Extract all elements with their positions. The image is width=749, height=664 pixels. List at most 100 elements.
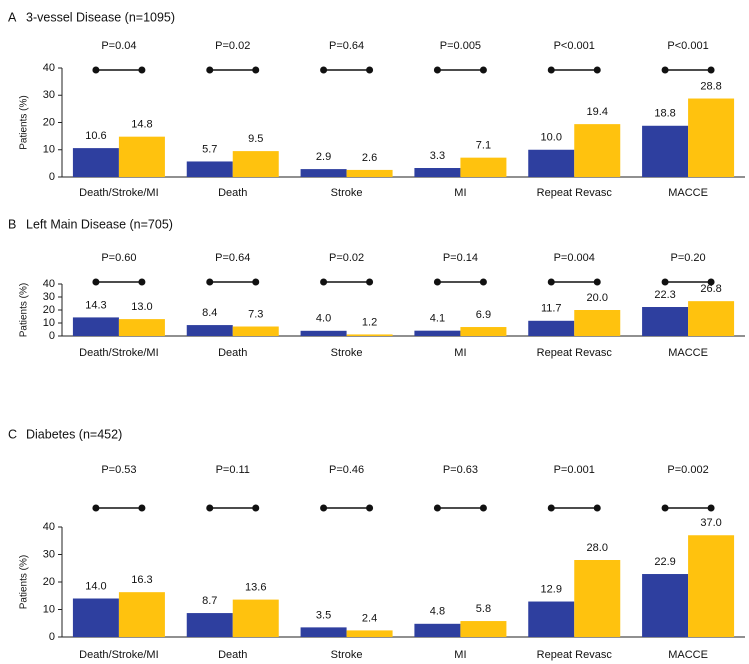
y-tick-label: 40: [43, 62, 55, 74]
x-tick-label: Stroke: [331, 347, 363, 359]
x-tick-label: Death: [218, 649, 247, 661]
dumbbell-end: [547, 504, 555, 512]
panel-title: 3-vessel Disease (n=1095): [26, 10, 175, 24]
dumbbell-end: [661, 278, 669, 286]
y-tick-label: 10: [43, 317, 55, 329]
bar: [414, 623, 461, 637]
bar: [72, 148, 119, 177]
value-label: 3.5: [316, 609, 331, 621]
dumbbell-end: [593, 504, 601, 512]
bar: [118, 592, 165, 637]
value-label: 16.3: [131, 574, 152, 586]
p-value: P=0.02: [329, 252, 364, 264]
x-tick-label: Repeat Revasc: [537, 649, 613, 661]
value-label: 4.1: [430, 313, 445, 325]
dumbbell-end: [138, 278, 146, 286]
bar: [414, 168, 461, 177]
y-axis-label: Patients (%): [19, 95, 30, 149]
dumbbell-end: [206, 504, 214, 512]
bar: [186, 613, 233, 637]
p-value: P=0.20: [670, 252, 705, 264]
value-label: 4.0: [316, 313, 331, 325]
p-value: P=0.64: [215, 252, 250, 264]
value-label: 13.0: [131, 301, 152, 313]
dumbbell-end: [593, 66, 601, 74]
dumbbell-end: [252, 278, 260, 286]
dumbbell-end: [320, 278, 328, 286]
y-tick-label: 10: [43, 144, 55, 156]
y-tick-label: 40: [43, 278, 55, 290]
y-tick-label: 0: [49, 631, 55, 643]
dumbbell-end: [479, 504, 487, 512]
x-tick-label: MI: [454, 649, 466, 661]
dumbbell-end: [707, 66, 715, 74]
bar: [460, 157, 507, 177]
bar: [460, 621, 507, 637]
bar: [688, 98, 735, 177]
value-label: 3.3: [430, 150, 445, 162]
bar: [414, 330, 461, 336]
bar: [574, 560, 621, 637]
value-label: 12.9: [541, 583, 562, 595]
value-label: 7.1: [476, 140, 491, 152]
dumbbell-end: [252, 504, 260, 512]
p-value: P=0.14: [443, 252, 478, 264]
bar: [186, 161, 233, 177]
bar: [528, 149, 575, 177]
bar: [528, 320, 575, 336]
bar: [232, 151, 279, 177]
bar: [574, 124, 621, 177]
panel: A 3-vessel Disease (n=1095) Patients (%) 0 1…: [8, 10, 745, 199]
dumbbell-end: [92, 278, 100, 286]
p-value: P=0.004: [554, 252, 595, 264]
dumbbell-end: [479, 278, 487, 286]
x-tick-label: Death/Stroke/MI: [79, 649, 158, 661]
y-tick-label: 20: [43, 576, 55, 588]
panel: C Diabetes (n=452) Patients (%) 0 10 20 30 40 De…: [8, 427, 745, 661]
bar: [118, 319, 165, 336]
value-label: 5.7: [202, 143, 217, 155]
panel-label: C: [8, 427, 17, 441]
p-value: P<0.001: [554, 40, 595, 52]
dumbbell-end: [92, 66, 100, 74]
value-label: 2.9: [316, 151, 331, 163]
panel-label: B: [8, 217, 16, 231]
y-tick-label: 10: [43, 603, 55, 615]
dumbbell-end: [547, 66, 555, 74]
dumbbell-end: [433, 278, 441, 286]
dumbbell-end: [252, 66, 260, 74]
dumbbell-end: [661, 504, 669, 512]
y-axis-label: Patients (%): [19, 283, 30, 337]
bar: [346, 169, 393, 177]
value-label: 14.8: [131, 119, 152, 131]
dumbbell-end: [366, 278, 374, 286]
p-value: P=0.60: [101, 252, 136, 264]
p-value: P=0.002: [667, 464, 708, 476]
p-value: P=0.001: [554, 464, 595, 476]
p-value: P=0.04: [101, 40, 136, 52]
dumbbell-end: [92, 504, 100, 512]
x-tick-label: MACCE: [668, 347, 708, 359]
dumbbell-end: [138, 66, 146, 74]
bar: [528, 601, 575, 637]
dumbbell-end: [366, 66, 374, 74]
value-label: 20.0: [587, 292, 608, 304]
dumbbell-end: [366, 504, 374, 512]
dumbbell-end: [547, 278, 555, 286]
bar: [688, 301, 735, 336]
value-label: 8.7: [202, 595, 217, 607]
bar: [72, 317, 119, 336]
x-tick-label: Repeat Revasc: [537, 187, 613, 199]
bar: [300, 169, 347, 177]
value-label: 14.3: [85, 299, 106, 311]
dumbbell-end: [206, 278, 214, 286]
bar: [232, 599, 279, 637]
y-tick-label: 30: [43, 291, 55, 303]
value-label: 28.8: [700, 80, 721, 92]
p-value: P=0.02: [215, 40, 250, 52]
y-tick-label: 30: [43, 548, 55, 560]
p-value: P=0.53: [101, 464, 136, 476]
bar: [642, 125, 689, 177]
x-tick-label: Stroke: [331, 649, 363, 661]
